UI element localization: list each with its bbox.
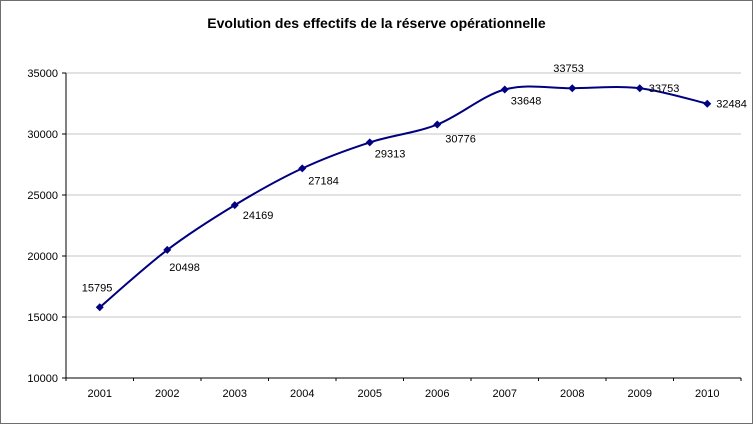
data-point-marker	[433, 120, 442, 129]
y-tick-label: 10000	[27, 373, 58, 385]
data-label: 30776	[445, 134, 476, 146]
data-label: 27184	[308, 175, 339, 187]
data-label: 29313	[375, 148, 406, 160]
x-tick-label: 2007	[493, 388, 517, 400]
chart-title: Evolution des effectifs de la réserve op…	[207, 15, 546, 31]
x-tick-label: 2009	[628, 388, 652, 400]
x-tick-label: 2001	[88, 388, 112, 400]
data-point-marker	[298, 164, 307, 173]
data-label: 20498	[169, 262, 200, 274]
data-label: 33753	[649, 83, 680, 95]
data-point-marker	[635, 84, 644, 93]
data-point-marker	[95, 303, 104, 312]
y-tick-label: 20000	[27, 251, 58, 263]
data-point-marker	[703, 99, 712, 108]
data-point-marker	[163, 245, 172, 254]
data-line	[99, 85, 708, 309]
x-tick-label: 2006	[425, 388, 449, 400]
data-point-marker	[230, 201, 239, 210]
y-tick-label: 30000	[27, 129, 58, 141]
x-tick-label: 2008	[560, 388, 584, 400]
data-label: 32484	[716, 99, 747, 111]
data-label: 33753	[553, 63, 584, 75]
y-tick-label: 15000	[27, 312, 58, 324]
data-label: 24169	[243, 210, 274, 222]
x-tick-label: 2003	[223, 388, 247, 400]
y-tick-label: 25000	[27, 190, 58, 202]
y-tick-label: 35000	[27, 68, 58, 80]
data-point-marker	[365, 138, 374, 147]
data-point-marker	[568, 84, 577, 93]
x-tick-label: 2002	[155, 388, 179, 400]
data-point-marker	[500, 85, 509, 94]
x-tick-label: 2010	[695, 388, 719, 400]
x-tick-label: 2005	[358, 388, 382, 400]
data-label: 15795	[82, 282, 113, 294]
data-label: 33648	[511, 96, 542, 108]
x-tick-label: 2004	[290, 388, 314, 400]
